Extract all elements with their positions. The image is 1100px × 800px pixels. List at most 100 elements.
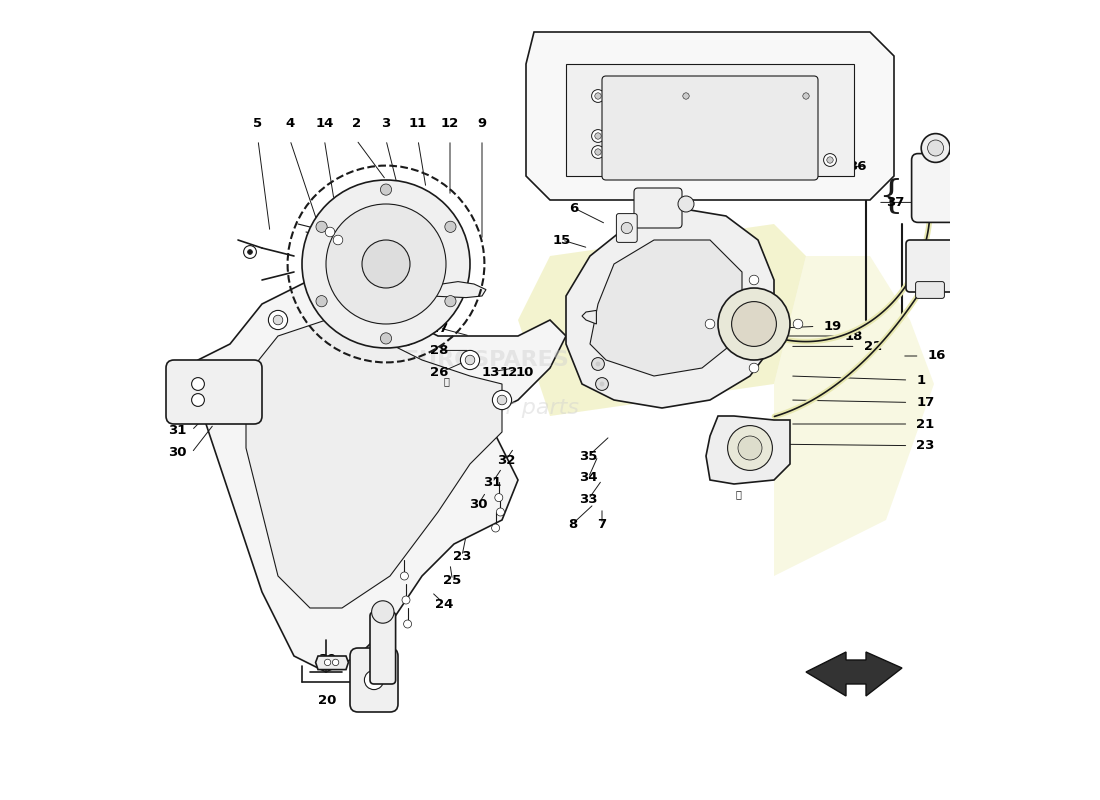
FancyBboxPatch shape bbox=[634, 188, 682, 228]
Circle shape bbox=[273, 315, 283, 325]
Text: 27: 27 bbox=[430, 322, 449, 334]
Circle shape bbox=[332, 659, 339, 666]
Circle shape bbox=[592, 146, 604, 158]
Polygon shape bbox=[316, 656, 349, 670]
Text: 15: 15 bbox=[615, 266, 632, 278]
Polygon shape bbox=[526, 32, 894, 200]
Circle shape bbox=[732, 302, 777, 346]
FancyBboxPatch shape bbox=[915, 282, 945, 298]
Circle shape bbox=[316, 221, 327, 232]
Polygon shape bbox=[566, 208, 774, 408]
FancyBboxPatch shape bbox=[370, 612, 396, 684]
Text: 4: 4 bbox=[285, 118, 295, 130]
Text: 18: 18 bbox=[845, 330, 862, 342]
Circle shape bbox=[268, 310, 287, 330]
FancyBboxPatch shape bbox=[350, 648, 398, 712]
Circle shape bbox=[495, 494, 503, 502]
Circle shape bbox=[592, 358, 604, 370]
Circle shape bbox=[592, 130, 604, 142]
Text: 2: 2 bbox=[352, 118, 361, 130]
Text: 13: 13 bbox=[482, 366, 500, 378]
Circle shape bbox=[600, 382, 604, 386]
Circle shape bbox=[827, 157, 833, 163]
Polygon shape bbox=[426, 282, 486, 298]
Circle shape bbox=[396, 326, 416, 346]
Text: 17: 17 bbox=[916, 396, 935, 409]
Circle shape bbox=[738, 436, 762, 460]
Text: passion for parts: passion for parts bbox=[393, 398, 580, 418]
Text: 15: 15 bbox=[553, 234, 571, 246]
Circle shape bbox=[248, 250, 252, 254]
Circle shape bbox=[243, 246, 256, 258]
Circle shape bbox=[404, 620, 411, 628]
FancyBboxPatch shape bbox=[912, 154, 960, 222]
Text: 22: 22 bbox=[864, 340, 882, 353]
Circle shape bbox=[718, 288, 790, 360]
Text: 39: 39 bbox=[318, 653, 337, 666]
Circle shape bbox=[497, 395, 507, 405]
Circle shape bbox=[492, 524, 499, 532]
Text: 31: 31 bbox=[483, 476, 502, 489]
Polygon shape bbox=[198, 280, 566, 672]
Polygon shape bbox=[590, 240, 742, 376]
Circle shape bbox=[921, 134, 950, 162]
FancyBboxPatch shape bbox=[616, 214, 637, 242]
Text: Ⓐ: Ⓐ bbox=[443, 377, 449, 386]
Circle shape bbox=[353, 307, 363, 317]
Circle shape bbox=[324, 659, 331, 666]
Circle shape bbox=[402, 596, 410, 604]
Text: 31: 31 bbox=[168, 424, 187, 437]
Text: 19: 19 bbox=[824, 320, 842, 333]
Text: 6: 6 bbox=[570, 202, 579, 214]
Circle shape bbox=[683, 93, 690, 99]
Circle shape bbox=[595, 362, 601, 366]
Circle shape bbox=[727, 426, 772, 470]
Polygon shape bbox=[582, 310, 596, 324]
Circle shape bbox=[461, 350, 480, 370]
Circle shape bbox=[793, 319, 803, 329]
Text: 12: 12 bbox=[441, 118, 459, 130]
Circle shape bbox=[349, 302, 367, 322]
Circle shape bbox=[595, 378, 608, 390]
Circle shape bbox=[316, 295, 327, 306]
Text: 12: 12 bbox=[499, 366, 517, 378]
Circle shape bbox=[800, 90, 813, 102]
Circle shape bbox=[493, 390, 512, 410]
Circle shape bbox=[381, 333, 392, 344]
Text: 32: 32 bbox=[168, 402, 187, 414]
Circle shape bbox=[333, 235, 343, 245]
Circle shape bbox=[592, 90, 604, 102]
Circle shape bbox=[824, 154, 836, 166]
Text: 37: 37 bbox=[886, 196, 904, 209]
Circle shape bbox=[465, 355, 475, 365]
Circle shape bbox=[381, 184, 392, 195]
Polygon shape bbox=[246, 320, 502, 608]
Circle shape bbox=[678, 196, 694, 212]
Circle shape bbox=[400, 572, 408, 580]
Polygon shape bbox=[774, 256, 934, 576]
Text: 10: 10 bbox=[515, 366, 534, 378]
Text: 25: 25 bbox=[443, 574, 462, 586]
Circle shape bbox=[191, 378, 205, 390]
Circle shape bbox=[402, 331, 410, 341]
Circle shape bbox=[749, 275, 759, 285]
Circle shape bbox=[444, 221, 456, 232]
Circle shape bbox=[364, 670, 384, 690]
Circle shape bbox=[595, 133, 602, 139]
Text: 14: 14 bbox=[316, 118, 333, 130]
Text: 26: 26 bbox=[430, 366, 449, 379]
Circle shape bbox=[302, 180, 470, 348]
Text: 9: 9 bbox=[477, 118, 486, 130]
Circle shape bbox=[191, 394, 205, 406]
Text: 5: 5 bbox=[253, 118, 263, 130]
Text: Ⓐ: Ⓐ bbox=[735, 490, 741, 499]
Text: 33: 33 bbox=[580, 493, 597, 506]
Circle shape bbox=[444, 295, 456, 307]
Circle shape bbox=[927, 140, 944, 156]
Text: 8: 8 bbox=[568, 518, 578, 530]
Polygon shape bbox=[518, 224, 806, 416]
Circle shape bbox=[362, 240, 410, 288]
Text: 23: 23 bbox=[453, 550, 471, 562]
Text: EUROSPARES: EUROSPARES bbox=[404, 350, 569, 370]
Text: 16: 16 bbox=[927, 350, 946, 362]
